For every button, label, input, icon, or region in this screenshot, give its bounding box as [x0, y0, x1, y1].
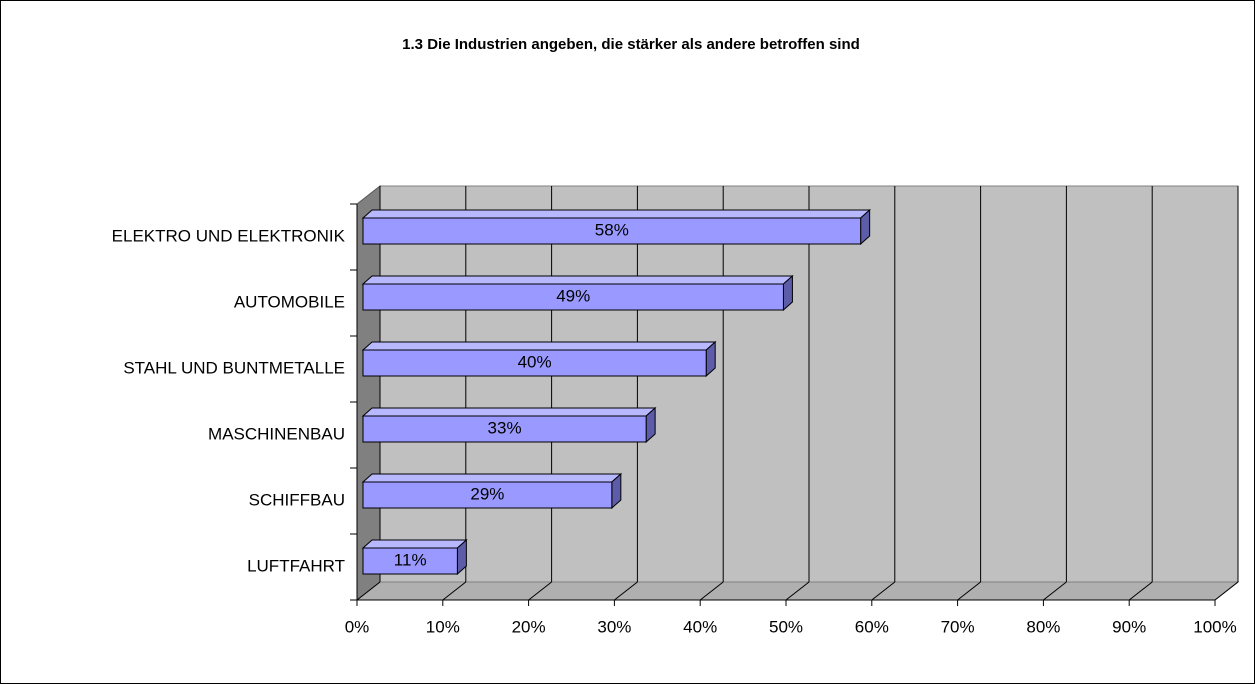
- x-tick-label: 90%: [1112, 617, 1146, 636]
- y-tick-label: AUTOMOBILE: [234, 292, 345, 311]
- bar-top: [361, 275, 794, 285]
- x-tick-label: 30%: [597, 617, 631, 636]
- bar: [362, 349, 707, 377]
- x-tick-label: 80%: [1026, 617, 1060, 636]
- floor-grid-line: [442, 581, 467, 601]
- floor-grid-line: [871, 581, 896, 601]
- data-label: 29%: [470, 484, 504, 503]
- data-label: 58%: [595, 220, 629, 239]
- floor-grid-line: [785, 581, 810, 601]
- floor-grid-line: [614, 581, 638, 601]
- bar: [362, 481, 613, 509]
- x-tick-label: 10%: [426, 617, 460, 636]
- floor-grid-line: [1214, 581, 1239, 601]
- x-tick-label: 40%: [683, 617, 717, 636]
- x-tick-label: 100%: [1193, 617, 1236, 636]
- bar: [362, 415, 647, 443]
- floor-grid-line: [699, 581, 724, 601]
- data-label: 33%: [488, 418, 522, 437]
- bar-top: [361, 539, 468, 549]
- bar-top: [361, 407, 657, 417]
- y-tick-label: STAHL UND BUNTMETALLE: [123, 358, 345, 377]
- data-label: 40%: [518, 352, 552, 371]
- x-tick-label: 70%: [941, 617, 975, 636]
- bar: [362, 217, 862, 245]
- y-tick-label: MASCHINENBAU: [208, 424, 345, 443]
- bar: [362, 547, 458, 575]
- bar-top: [361, 341, 717, 351]
- floor-grid-line: [1128, 581, 1153, 601]
- chart-title: 1.3 Die Industrien angeben, die stärker …: [402, 36, 860, 53]
- y-tick-label: SCHIFFBAU: [249, 490, 345, 509]
- x-tick-label: 60%: [855, 617, 889, 636]
- floor-grid-line: [356, 581, 381, 601]
- floor-grid-line: [528, 581, 552, 601]
- y-tick-label: LUFTFAHRT: [247, 556, 345, 575]
- floor-grid-line: [957, 581, 981, 601]
- side-wall: [356, 184, 381, 602]
- x-tick-label: 20%: [512, 617, 546, 636]
- bar: [362, 283, 784, 311]
- data-label: 11%: [394, 550, 427, 569]
- floor-grid-line: [1043, 581, 1067, 601]
- bar-top: [361, 473, 623, 483]
- y-tick-label: ELEKTRO UND ELEKTRONIK: [112, 226, 346, 245]
- x-tick-label: 0%: [345, 617, 370, 636]
- bar-top: [361, 209, 871, 219]
- data-label: 49%: [556, 286, 590, 305]
- x-tick-label: 50%: [769, 617, 803, 636]
